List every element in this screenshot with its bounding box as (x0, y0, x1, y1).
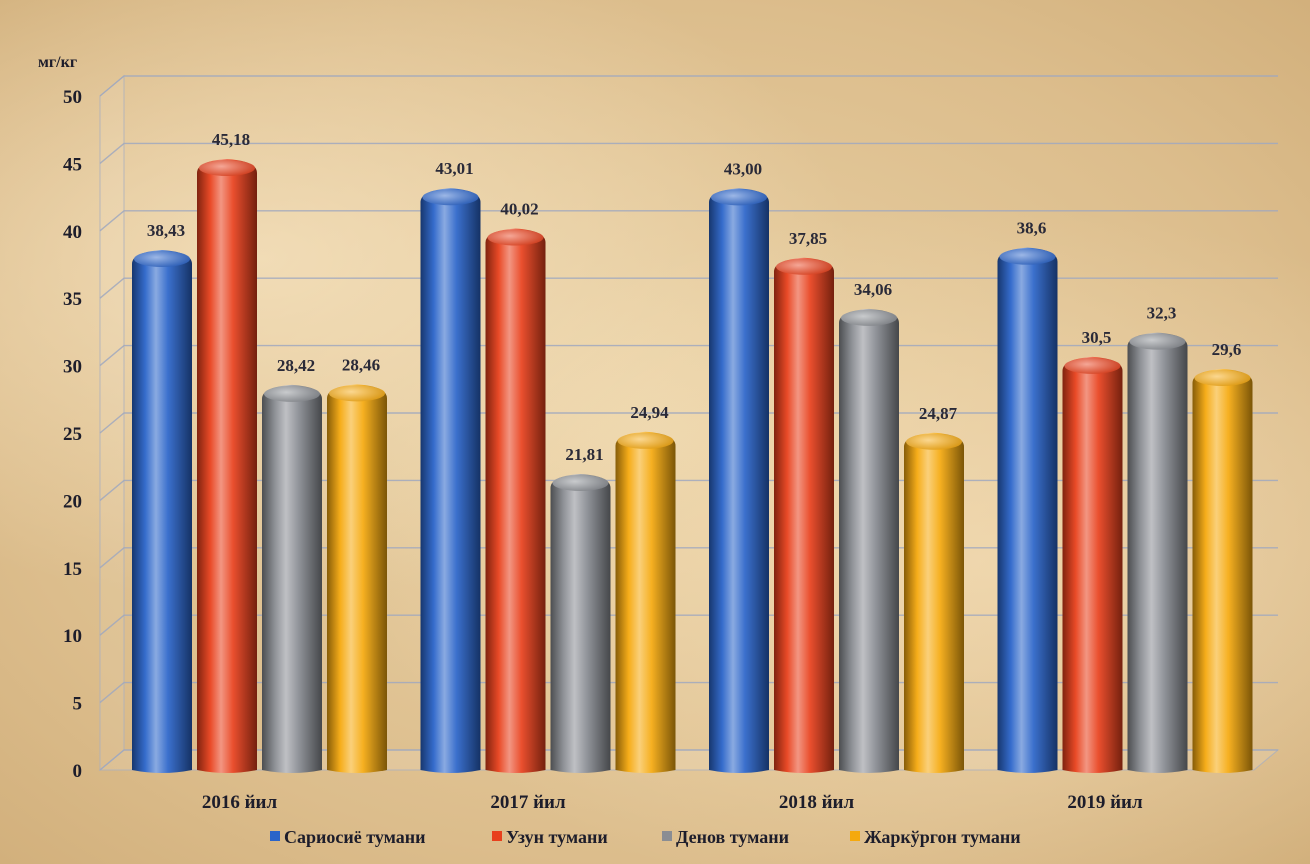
data-label: 38,43 (147, 221, 185, 240)
x-category-label: 2016 йил (202, 792, 278, 813)
bar (774, 257, 834, 774)
data-labels: 38,43 45,18 28,42 28,46 43,01 40,02 21,81 24,94… (147, 130, 1242, 464)
y-tick-label: 30 (63, 357, 82, 378)
bar (615, 431, 676, 773)
data-label: 21,81 (565, 445, 603, 464)
data-label: 24,87 (919, 404, 958, 423)
legend-label: Сариосиё тумани (284, 827, 425, 847)
data-label: 24,94 (630, 403, 669, 422)
legend-item: Сариосиё тумани (270, 827, 425, 847)
gridline (99, 277, 1278, 299)
data-label: 29,6 (1212, 340, 1242, 359)
data-label: 37,85 (789, 229, 827, 248)
y-tick-label: 10 (63, 626, 82, 647)
bar (327, 384, 387, 773)
bar (997, 247, 1058, 773)
y-tick-label: 45 (63, 154, 82, 175)
y-tick-label: 50 (63, 87, 82, 108)
legend-swatch (492, 831, 502, 841)
data-label: 43,01 (435, 159, 473, 178)
bar (1192, 368, 1253, 773)
y-tick-label: 40 (63, 222, 82, 243)
data-label: 38,6 (1017, 219, 1047, 238)
x-axis-categories: 2016 йил 2017 йил 2018 йил 2019 йил (202, 792, 1143, 813)
bar (262, 384, 322, 773)
legend-swatch (662, 831, 672, 841)
bar (904, 432, 964, 773)
data-label: 32,3 (1147, 304, 1177, 323)
data-label: 43,00 (724, 159, 762, 178)
data-label: 45,18 (212, 130, 250, 149)
y-axis-ticks: 0 5 10 15 20 25 30 35 40 45 50 (63, 87, 82, 782)
data-label: 34,06 (854, 280, 892, 299)
bar (550, 474, 611, 773)
data-label: 40,02 (500, 200, 538, 219)
bar (1062, 356, 1123, 773)
x-category-label: 2019 йил (1067, 792, 1143, 813)
y-tick-label: 15 (63, 559, 82, 580)
bar (485, 228, 546, 773)
bar (1127, 332, 1188, 773)
bar (420, 188, 481, 773)
legend-item: Жаркўргон тумани (850, 827, 1021, 847)
legend-label: Жаркўргон тумани (864, 827, 1021, 847)
y-tick-label: 25 (63, 424, 82, 445)
legend-swatch (270, 831, 280, 841)
legend-label: Узун тумани (506, 827, 608, 847)
data-label: 28,42 (277, 356, 315, 375)
legend-swatch (850, 831, 860, 841)
y-tick-label: 0 (73, 761, 83, 782)
y-tick-label: 20 (63, 491, 82, 512)
x-category-label: 2017 йил (490, 792, 566, 813)
legend: Сариосиё тумани Узун тумани Денов тумани Жа… (270, 827, 1021, 847)
gridline (99, 75, 1278, 97)
bar (839, 308, 899, 773)
bar (132, 249, 192, 773)
data-label: 28,46 (342, 355, 380, 374)
legend-item: Узун тумани (492, 827, 608, 847)
gridline (99, 210, 1278, 232)
y-tick-label: 35 (63, 289, 82, 310)
y-tick-label: 5 (73, 694, 83, 715)
gridline (99, 142, 1278, 164)
legend-label: Денов тумани (676, 827, 789, 847)
bar (709, 188, 769, 774)
x-category-label: 2018 йил (779, 792, 855, 813)
bars (132, 158, 1253, 774)
bar (197, 158, 257, 773)
y-axis-unit: мг/кг (38, 54, 77, 71)
data-label: 30,5 (1082, 328, 1112, 347)
legend-item: Денов тумани (662, 827, 789, 847)
